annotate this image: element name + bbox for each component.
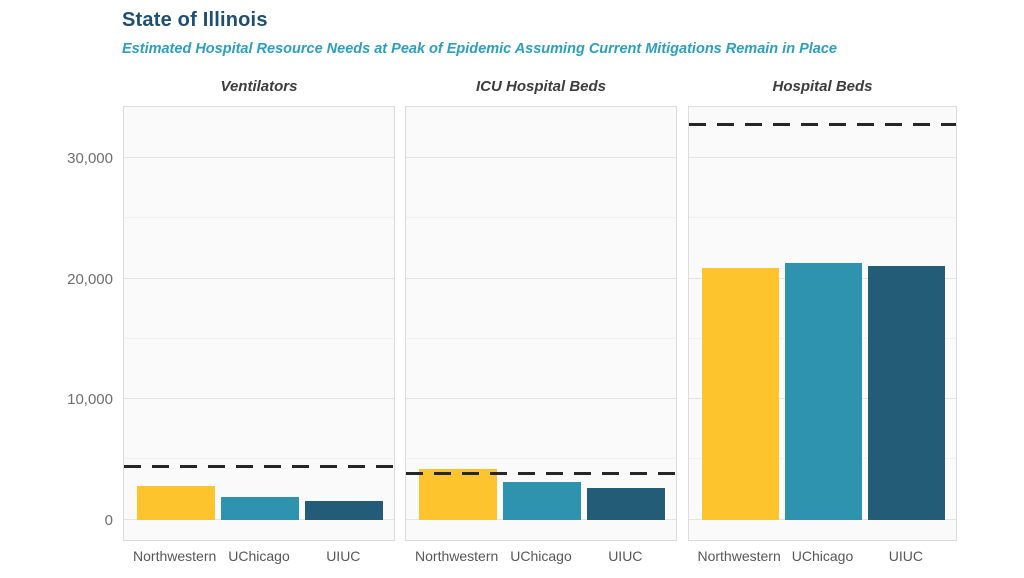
- capacity-line-ventilators: [124, 465, 394, 468]
- y-axis-tick-label: 20,000: [67, 270, 113, 288]
- bar-uchicago: [220, 497, 300, 520]
- x-label-northwestern: Northwestern: [415, 548, 499, 564]
- gridline-minor: [406, 337, 676, 339]
- bar-northwestern: [136, 485, 215, 520]
- x-label-uchicago: UChicago: [791, 548, 854, 564]
- x-label-northwestern: Northwestern: [697, 548, 781, 564]
- x-label-uiuc: UIUC: [888, 548, 923, 564]
- gridline-major: [406, 398, 676, 400]
- bar-northwestern: [418, 468, 497, 520]
- panel-icu-hospital-beds: [405, 106, 677, 541]
- chart-subtitle: Estimated Hospital Resource Needs at Pea…: [122, 41, 837, 57]
- capacity-line-icu-hospital-beds: [406, 472, 676, 476]
- gridline-minor: [124, 458, 394, 460]
- x-label-uchicago: UChicago: [228, 548, 290, 564]
- gridline-major: [406, 157, 676, 159]
- bar-uiuc: [587, 488, 666, 520]
- gridline-minor: [406, 458, 676, 460]
- gridline-major: [124, 398, 394, 400]
- x-label-northwestern: Northwestern: [133, 548, 217, 564]
- x-label-uiuc: UIUC: [326, 548, 361, 564]
- bar-uiuc: [868, 266, 946, 520]
- bar-uchicago: [502, 482, 582, 520]
- chart-title: State of Illinois: [122, 9, 268, 31]
- facet-title-ventilators: Ventilators: [220, 78, 298, 95]
- y-axis-tick-label: 10,000: [67, 391, 113, 409]
- x-label-uiuc: UIUC: [608, 548, 643, 564]
- gridline-major: [689, 157, 956, 159]
- bar-uiuc: [305, 501, 384, 520]
- x-label-uchicago: UChicago: [510, 548, 572, 564]
- gridline-major: [124, 277, 394, 279]
- gridline-major: [124, 157, 394, 159]
- y-axis-tick-label: 0: [104, 511, 113, 529]
- panel-ventilators: [123, 106, 395, 541]
- gridline-minor: [689, 217, 956, 219]
- capacity-line-hospital-beds: [689, 122, 956, 126]
- gridline-major: [406, 277, 676, 279]
- bar-northwestern: [701, 267, 779, 520]
- gridline-minor: [406, 217, 676, 219]
- gridline-minor: [124, 337, 394, 339]
- panel-hospital-beds: [688, 106, 957, 541]
- facet-title-icu-hospital-beds: ICU Hospital Beds: [475, 78, 607, 95]
- y-axis-tick-label: 30,000: [67, 150, 113, 168]
- gridline-minor: [124, 217, 394, 219]
- facet-title-hospital-beds: Hospital Beds: [772, 78, 873, 95]
- bar-uchicago: [784, 262, 863, 520]
